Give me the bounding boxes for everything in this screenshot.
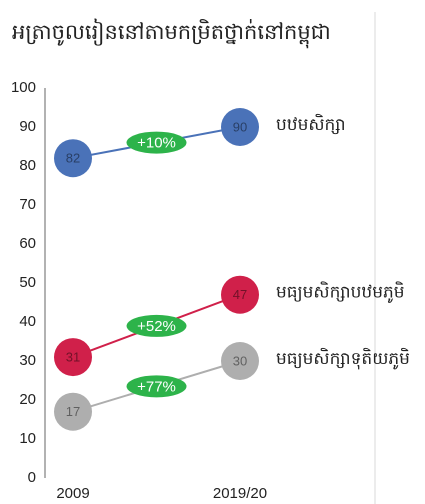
point	[54, 139, 92, 178]
annotation: +77%	[137, 378, 176, 395]
y-tick-label: 10	[19, 430, 36, 447]
y-tick-label: 30	[19, 352, 36, 369]
y-tick-label: 80	[19, 157, 36, 174]
point	[221, 342, 259, 380]
annotation-badge	[126, 314, 187, 337]
y-tick-label: 60	[19, 235, 36, 252]
x-tick-label: 2019/20	[213, 485, 267, 502]
value-label: 17	[66, 404, 80, 419]
annotation-badge	[126, 131, 187, 154]
value-label: 82	[66, 151, 80, 166]
x-tick-label: 2009	[56, 485, 89, 502]
value-label: 90	[233, 119, 247, 134]
value-label: 47	[233, 287, 247, 302]
y-tick-label: 100	[11, 79, 36, 96]
y-tick-label: 40	[19, 313, 36, 330]
annotation: +10%	[137, 135, 176, 152]
point	[221, 275, 259, 314]
legend-label: បឋមសិក្សា	[276, 113, 346, 135]
annotation: +52%	[137, 318, 176, 335]
point	[221, 108, 259, 146]
y-tick-label: 0	[28, 469, 36, 486]
y-tick-label: 70	[19, 196, 36, 213]
legend-label: មធ្យមសិក្សាទុតិយភូមិ	[276, 347, 410, 370]
value-label: 31	[66, 350, 80, 365]
annotation-badge	[126, 375, 187, 398]
point	[54, 338, 92, 377]
y-tick-label: 90	[19, 118, 36, 135]
point	[54, 392, 92, 431]
value-label: 30	[233, 353, 247, 368]
y-tick-label: 50	[19, 274, 36, 291]
y-tick-label: 20	[19, 391, 36, 408]
chart-title: អត្រាចូលរៀននៅតាមកម្រិតថ្នាក់នៅកម្ពុជា	[12, 18, 331, 49]
legend-label: មធ្យមសិក្សាបឋមភូមិ	[276, 281, 405, 304]
